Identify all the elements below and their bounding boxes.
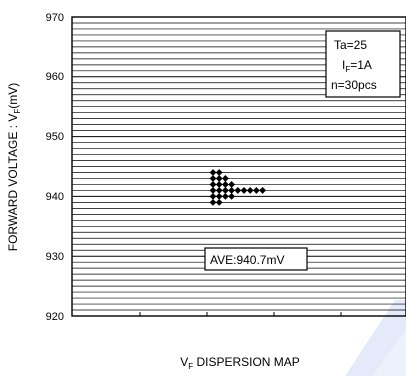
data-point-marker <box>209 169 217 176</box>
y-axis-label-subscript: F <box>13 109 22 114</box>
x-axis-label-main: V <box>180 355 188 369</box>
data-point-marker <box>209 175 217 182</box>
data-point-marker <box>246 187 254 194</box>
data-point-marker <box>215 175 223 182</box>
data-point-marker <box>215 181 223 188</box>
data-point-marker <box>228 187 235 194</box>
data-point-marker <box>240 187 248 194</box>
data-point-marker <box>222 187 229 194</box>
y-tick-label-930: 930 <box>46 251 64 263</box>
data-point-marker <box>209 181 217 188</box>
data-point-marker <box>228 181 235 188</box>
data-point-marker <box>215 187 223 194</box>
data-point-marker <box>222 175 229 182</box>
condition-current: IF=1A <box>342 58 372 74</box>
y-tick-label-960: 960 <box>46 71 64 83</box>
y-axis-label-main: FORWARD VOLTAGE : V <box>6 114 20 252</box>
data-point-marker <box>222 181 229 188</box>
average-value-label: AVE:940.7mV <box>210 253 284 267</box>
condition-current-subscript: F <box>345 65 350 74</box>
y-axis-label: FORWARD VOLTAGE : VF(mV) <box>6 83 22 251</box>
data-points <box>209 169 266 206</box>
x-axis-label-subscript: F <box>188 362 193 371</box>
y-tick-label-940: 940 <box>46 191 64 203</box>
data-point-marker <box>215 193 223 200</box>
data-point-marker <box>209 193 217 200</box>
data-point-marker <box>215 169 223 176</box>
y-tick-label-920: 920 <box>46 311 64 323</box>
y-tick-label-950: 950 <box>46 131 64 143</box>
condition-current-symbol: I <box>342 58 345 72</box>
average-label-box: AVE:940.7mV <box>204 247 308 271</box>
data-point-marker <box>259 187 266 194</box>
y-tick-labels: 920 930 940 950 960 970 <box>46 12 64 323</box>
data-point-marker <box>222 193 229 200</box>
y-tick-label-970: 970 <box>46 12 64 24</box>
condition-current-value: =1A <box>350 58 372 72</box>
data-point-marker <box>234 187 242 194</box>
data-point-marker <box>209 187 217 194</box>
watermark <box>345 300 406 376</box>
data-point-marker <box>228 193 235 200</box>
data-point-marker <box>215 198 223 206</box>
condition-temperature: Ta=25 <box>334 38 367 52</box>
plot-area-frame <box>71 16 406 317</box>
x-axis-label: VF DISPERSION MAP <box>180 355 300 371</box>
test-conditions-box: Ta=25 IF=1A n=30pcs <box>325 30 401 98</box>
x-axis-label-rest: DISPERSION MAP <box>193 355 300 369</box>
data-point-marker <box>209 198 217 206</box>
condition-sample-count: n=30pcs <box>331 78 377 92</box>
data-point-marker <box>253 187 260 194</box>
y-axis-label-unit: (mV) <box>6 83 20 109</box>
